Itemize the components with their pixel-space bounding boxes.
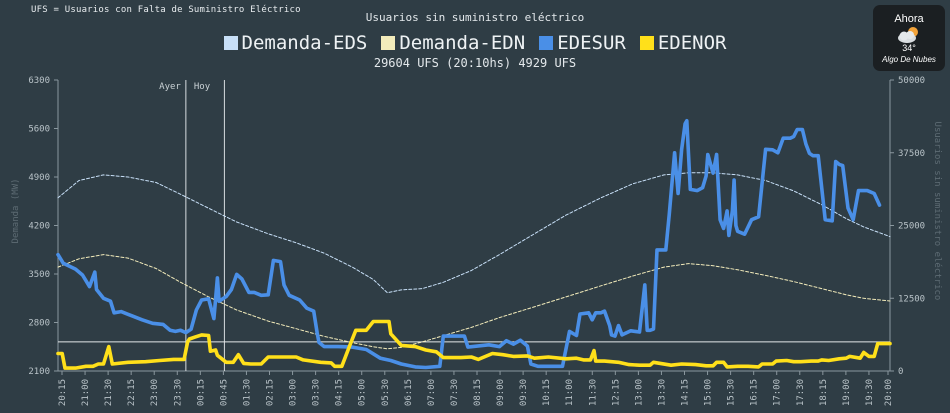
x-tick-label: 13:00	[634, 379, 644, 406]
left-axis-title: Demanda (MW)	[11, 178, 21, 243]
x-tick-label: 19:30	[865, 379, 875, 406]
x-tick-label: 05:00	[358, 379, 368, 406]
right-tick-label: 12500	[898, 294, 925, 304]
x-tick-label: 11:30	[588, 379, 598, 406]
x-tick-label: 00:45	[219, 379, 229, 406]
x-tick-label: 07:30	[450, 379, 460, 406]
x-tick-label: 20:00	[884, 379, 894, 406]
x-tick-label: 06:15	[404, 379, 414, 406]
series-edenor	[56, 319, 892, 370]
x-tick-label: 10:15	[542, 379, 552, 406]
legend-label-demanda-edn: Demanda-EDN	[399, 32, 526, 54]
weather-label: Ahora	[894, 13, 924, 25]
x-tick-label: 01:30	[242, 379, 252, 406]
left-tick-label: 2800	[28, 319, 50, 329]
x-tick-label: 02:15	[266, 379, 276, 406]
cloud-sun-icon	[898, 27, 918, 43]
x-tick-label: 20:15	[58, 379, 68, 406]
x-tick-label: 21:00	[81, 379, 91, 406]
x-tick-label: 08:15	[473, 379, 483, 406]
weather-temperature: 34°	[902, 43, 916, 53]
right-tick-label: 37500	[898, 149, 925, 159]
x-tick-label: 09:30	[519, 379, 529, 406]
chart-axes: 6300 5600 4900 4200 3500 2800 2100 50000 37500 25…	[11, 76, 943, 406]
legend-swatch-edenor	[639, 36, 654, 50]
legend-swatch-edesur	[539, 36, 554, 50]
legend-item-edenor[interactable]: EDENOR	[639, 32, 727, 54]
series-edesur	[56, 118, 882, 370]
legend-label-edenor: EDENOR	[657, 32, 727, 54]
marker-label-ayer: Ayer	[159, 82, 181, 92]
x-tick-label: 15:00	[704, 379, 714, 406]
weather-widget[interactable]: Ahora 34° Algo De Nubes	[873, 5, 945, 71]
x-tick-label: 07:00	[427, 379, 437, 406]
chart-lines	[56, 118, 892, 370]
x-tick-label: 03:30	[312, 379, 322, 406]
left-tick-label: 2100	[28, 367, 50, 377]
right-tick-label: 25000	[898, 222, 925, 232]
x-tick-label: 23:30	[173, 379, 183, 406]
weather-description: Algo De Nubes	[882, 55, 936, 64]
left-tick-label: 4900	[28, 173, 50, 183]
x-tick-label: 21:30	[104, 379, 114, 406]
chart-title: Usuarios sin suministro eléctrico	[365, 11, 585, 24]
right-tick-label: 0	[898, 367, 903, 377]
chart-subtitle: 29604 UFS (20:10hs) 4929 UFS	[373, 56, 577, 70]
x-tick-label: 05:30	[381, 379, 391, 406]
x-tick-label: 18:15	[819, 379, 829, 406]
left-tick-label: 3500	[28, 270, 50, 280]
x-tick-label: 16:15	[750, 379, 760, 406]
x-tick-label: 00:15	[196, 379, 206, 406]
legend-swatch-demanda-eds	[223, 36, 238, 50]
left-tick-label: 4200	[28, 222, 50, 232]
x-tick-label: 03:00	[289, 379, 299, 406]
x-tick-label: 22:15	[127, 379, 137, 406]
x-tick-label: 09:00	[496, 379, 506, 406]
x-tick-label: 19:00	[842, 379, 852, 406]
x-tick-label: 11:00	[565, 379, 575, 406]
legend-item-demanda-eds[interactable]: Demanda-EDS	[223, 32, 368, 54]
x-tick-label: 12:15	[611, 379, 621, 406]
legend-swatch-demanda-edn	[381, 36, 396, 50]
legend-item-edesur[interactable]: EDESUR	[539, 32, 626, 54]
x-tick-label: 17:30	[796, 379, 806, 406]
series-demanda-eds	[57, 172, 891, 294]
legend-label-demanda-eds: Demanda-EDS	[241, 32, 368, 54]
x-tick-label: 15:30	[727, 379, 737, 406]
right-tick-label: 50000	[898, 76, 925, 86]
legend-label-edesur: EDESUR	[557, 32, 626, 54]
x-tick-label: 04:15	[335, 379, 345, 406]
left-tick-label: 5600	[28, 125, 50, 135]
x-tick-label: 23:00	[150, 379, 160, 406]
x-tick-label: 14:15	[681, 379, 691, 406]
left-tick-label: 6300	[28, 76, 50, 86]
series-demanda-edn	[57, 254, 891, 350]
legend: Demanda-EDS Demanda-EDN EDESUR EDENOR	[0, 32, 950, 54]
marker-label-hoy: Hoy	[194, 82, 211, 92]
legend-item-demanda-edn[interactable]: Demanda-EDN	[381, 32, 525, 54]
right-axis-title: Usuarios sin suministro eléctrico	[932, 122, 943, 301]
x-tick-label: 17:00	[773, 379, 783, 406]
x-tick-label: 13:30	[657, 379, 667, 406]
ufs-definition: UFS = Usuarios con Falta de Suministro E…	[31, 5, 301, 15]
